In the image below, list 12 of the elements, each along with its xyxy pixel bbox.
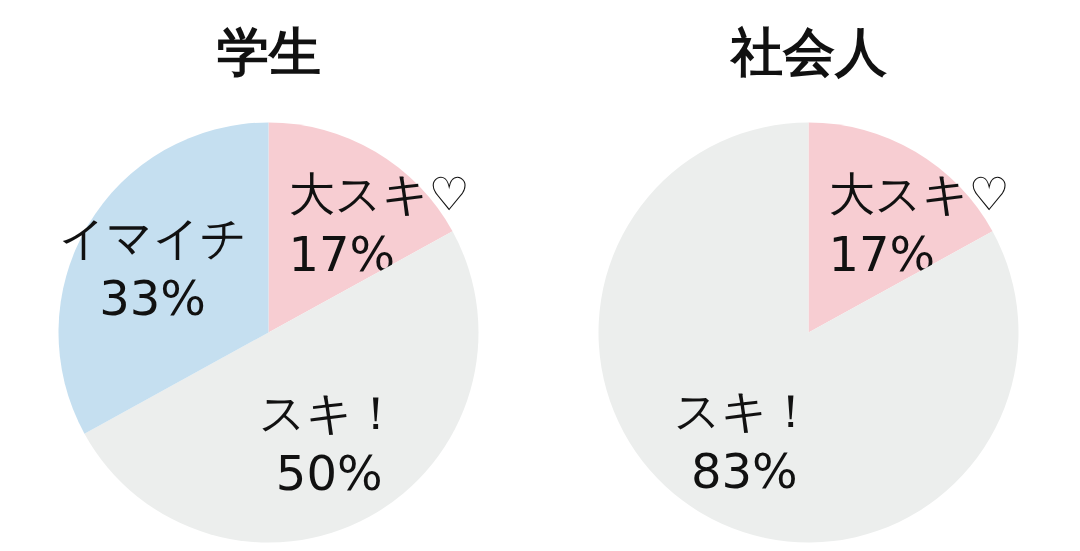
data-label: 50% (275, 444, 383, 501)
data-label: 17% (288, 226, 396, 283)
slice-label: スキ！ (259, 385, 400, 440)
data-label: 83% (691, 442, 798, 499)
slice-label: 大スキ♡ (288, 167, 470, 222)
chart-title: 社会人 (728, 21, 887, 82)
chart-title: 学生 (216, 21, 321, 82)
slice-label: 大スキ♡ (828, 167, 1010, 222)
slice-label: イマイチ (58, 211, 247, 266)
data-label: 17% (828, 226, 936, 283)
data-label: 33% (99, 270, 206, 327)
slice-label: スキ！ (674, 383, 815, 438)
